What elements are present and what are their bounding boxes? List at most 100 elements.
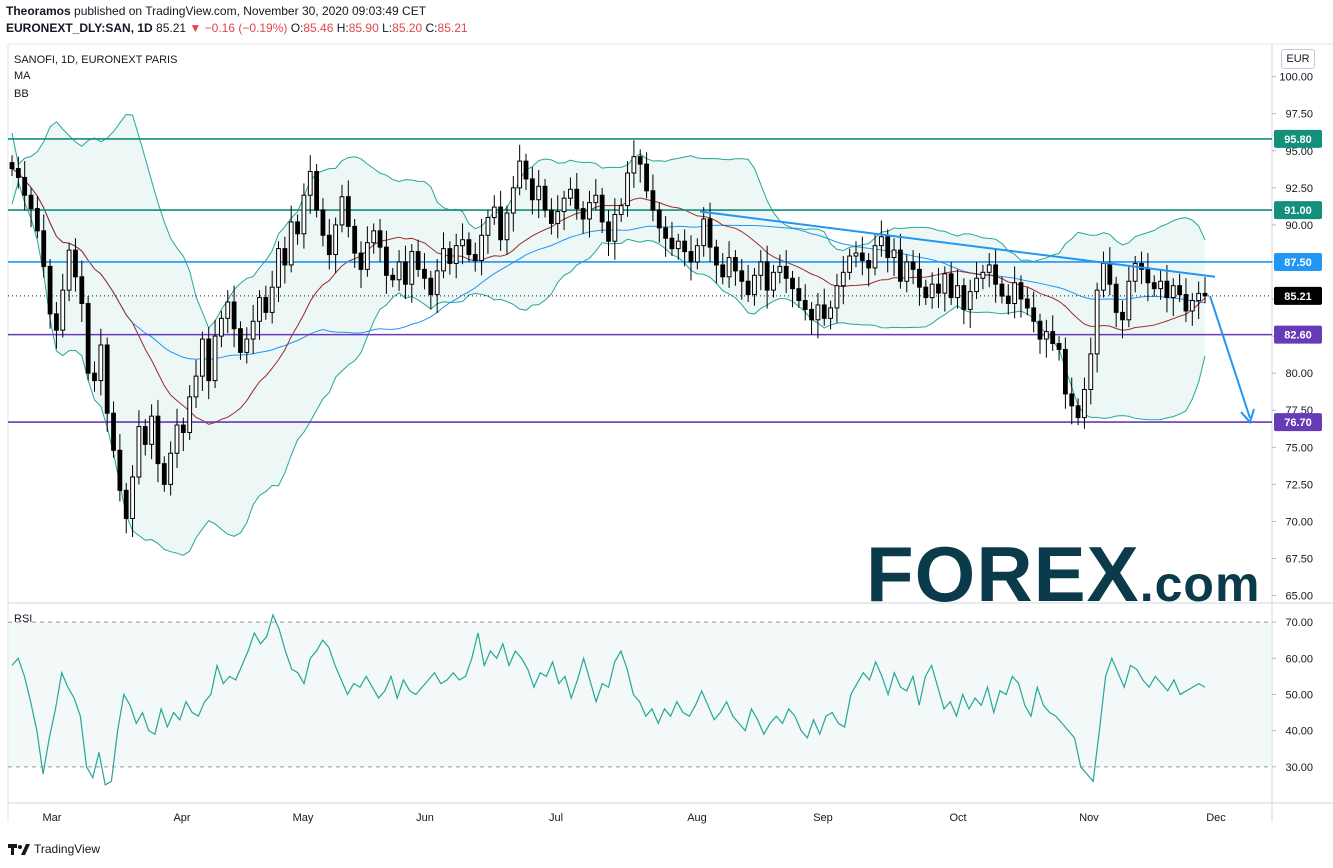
- publish-header: Theoramos published on TradingView.com, …: [6, 4, 426, 18]
- ohlc-header: EURONEXT_DLY:SAN, 1D 85.21 ▼ −0.16 (−0.1…: [6, 21, 468, 35]
- low-value: 85.20: [392, 21, 423, 35]
- candle-down: [384, 246, 389, 276]
- candle-up: [974, 277, 979, 293]
- candle-up: [396, 261, 402, 281]
- candle-up: [130, 476, 135, 519]
- legend-ma[interactable]: MA: [14, 70, 31, 82]
- candle-down: [923, 286, 929, 299]
- candle-down: [206, 338, 212, 382]
- candle-down: [92, 372, 97, 382]
- candle-up: [980, 271, 986, 279]
- rsi-line: [11, 613, 1206, 786]
- candle-down: [1164, 280, 1170, 299]
- candle-down: [9, 162, 15, 170]
- candle-down: [466, 239, 472, 256]
- candle-down: [644, 163, 649, 192]
- candle-up: [536, 185, 542, 201]
- last-price-badge-text: 85.21: [1284, 291, 1312, 303]
- projection-arrow-head: [1240, 408, 1255, 425]
- candle-up: [758, 261, 764, 276]
- candle-down: [599, 194, 605, 223]
- candle-down: [796, 288, 802, 302]
- candle-down: [707, 218, 713, 248]
- candle-up: [777, 265, 783, 273]
- candle-up: [942, 273, 948, 294]
- candle-up: [986, 264, 992, 273]
- candle-up: [967, 291, 973, 310]
- candle-down: [1183, 294, 1189, 312]
- candle-up: [847, 255, 853, 273]
- candle-down: [733, 257, 738, 272]
- candle-up: [193, 375, 199, 398]
- candle-up: [288, 221, 294, 266]
- candle-up: [631, 156, 637, 174]
- time-axis-label: Jul: [549, 812, 563, 824]
- time-axis-label: Mar: [43, 812, 62, 824]
- rsi-tick-label: 30.00: [1285, 762, 1313, 774]
- candle-up: [929, 283, 935, 299]
- candle-up: [568, 188, 573, 199]
- candle-down: [390, 274, 396, 281]
- candle-down: [606, 221, 611, 242]
- candle-down: [28, 194, 34, 210]
- candle-down: [1075, 405, 1081, 419]
- time-axis-label: Dec: [1206, 812, 1226, 824]
- candle-down: [1177, 285, 1183, 296]
- candle-up: [98, 344, 104, 382]
- time-axis-label: Nov: [1079, 812, 1099, 824]
- candle-up: [1012, 282, 1018, 304]
- time-axis-label: Oct: [949, 812, 966, 824]
- candle-down: [180, 424, 186, 433]
- candle-up: [1196, 292, 1202, 302]
- candle-up: [834, 285, 840, 309]
- rsi-tick-label: 60.00: [1285, 653, 1313, 665]
- price-tick-label: 70.00: [1285, 516, 1313, 528]
- candle-up: [625, 172, 630, 207]
- candle-up: [872, 245, 878, 269]
- tradingview-footer[interactable]: TradingView: [8, 842, 100, 856]
- price-tick-label: 97.50: [1285, 109, 1313, 121]
- candle-down: [999, 283, 1005, 297]
- candle-up: [60, 289, 66, 331]
- candle-down: [859, 252, 865, 261]
- level-badge-91.00: [1274, 201, 1322, 220]
- level-badge-text: 95.80: [1284, 134, 1312, 146]
- price-tick-label: 67.50: [1285, 554, 1313, 566]
- bollinger-band-fill: [12, 114, 1205, 556]
- candle-up: [301, 194, 307, 235]
- candle-up: [853, 252, 859, 257]
- candle-down: [1120, 311, 1125, 321]
- candle-down: [47, 265, 53, 315]
- candle-down: [155, 415, 161, 465]
- legend-rsi[interactable]: RSI: [14, 613, 33, 625]
- candle-up: [136, 426, 142, 478]
- open-value: 85.46: [303, 21, 334, 35]
- time-axis-label: Sep: [813, 812, 833, 824]
- candle-down: [320, 209, 326, 236]
- watermark-brand: FOREX: [866, 530, 1140, 618]
- footer-brand: TradingView: [34, 842, 101, 856]
- candle-down: [345, 196, 351, 227]
- forex-watermark: FOREX.com: [866, 535, 1260, 613]
- candle-down: [669, 237, 675, 250]
- legend-title[interactable]: SANOFI, 1D, EURONEXT PARIS: [14, 54, 178, 66]
- candle-up: [1088, 353, 1094, 390]
- open-label: O:: [290, 21, 304, 35]
- candle-up: [510, 187, 516, 214]
- candle-up: [307, 171, 313, 196]
- level-badge-82.60: [1274, 325, 1322, 344]
- candle-down: [238, 328, 243, 353]
- candle-up: [612, 214, 618, 242]
- candle-up: [276, 248, 281, 288]
- publisher-name[interactable]: Theoramos: [6, 4, 71, 18]
- currency-button[interactable]: EUR: [1281, 49, 1315, 69]
- price-tick-label: 92.50: [1285, 183, 1313, 195]
- candle-up: [878, 236, 884, 247]
- candle-down: [910, 261, 916, 270]
- legend-bb[interactable]: BB: [14, 88, 29, 100]
- candle-up: [618, 205, 624, 216]
- resistance-trendline: [699, 210, 1216, 278]
- candle-up: [771, 271, 776, 291]
- candle-up: [752, 274, 757, 296]
